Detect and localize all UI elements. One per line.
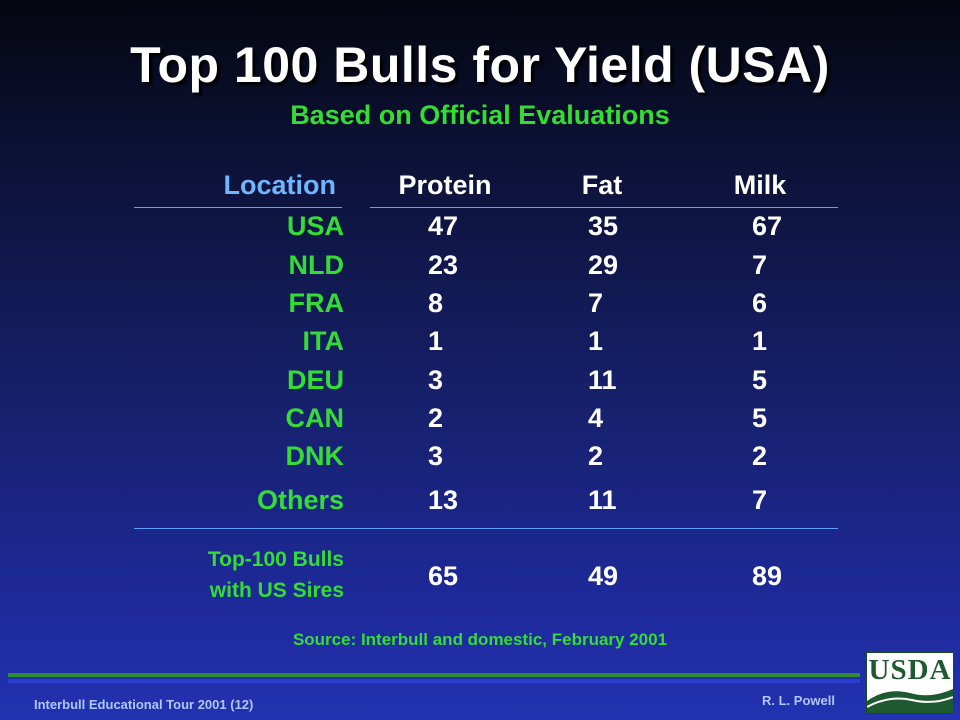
footer-left-text: Interbull Educational Tour 2001 (12) (34, 697, 254, 712)
header-protein: Protein (398, 170, 492, 200)
total-fat: 49 (588, 561, 619, 591)
total-milk: 89 (752, 561, 783, 591)
row-protein: 1 (428, 326, 444, 356)
table-row: ITA 1 1 1 (0, 326, 960, 364)
row-protein: 23 (428, 250, 459, 280)
row-location: DEU (286, 365, 344, 395)
row-fat: 2 (588, 441, 604, 471)
footer-bar-blue (8, 679, 860, 683)
row-location: USA (286, 211, 344, 241)
row-milk: 67 (752, 211, 783, 241)
table-row: DNK 3 2 2 (0, 441, 960, 479)
total-label-line1: Top-100 Bulls (207, 548, 344, 571)
row-milk: 1 (752, 326, 768, 356)
header-location: Location (223, 170, 337, 200)
footer-author: R. L. Powell (762, 693, 835, 708)
row-fat: 7 (588, 288, 604, 318)
table-row: FRA 8 7 6 (0, 288, 960, 326)
row-fat: 11 (588, 365, 617, 395)
row-fat: 35 (588, 211, 619, 241)
table-row: CAN 2 4 5 (0, 403, 960, 441)
usda-logo-hills-icon (867, 689, 953, 713)
total-protein: 65 (428, 561, 459, 591)
row-fat: 4 (588, 403, 604, 433)
slide-title: Top 100 Bulls for Yield (USA) (130, 37, 830, 93)
total-divider (134, 528, 838, 529)
row-milk: 7 (752, 250, 768, 280)
footer-bar-green (8, 673, 860, 677)
table-row: USA 47 35 67 (0, 211, 960, 249)
usda-logo-year: 2001 (932, 702, 950, 711)
usda-logo-text: USDA (868, 654, 952, 686)
usda-logo: USDA 2001 (866, 652, 954, 714)
table-row: NLD 23 29 7 (0, 250, 960, 288)
total-row: 65 49 89 (0, 561, 960, 599)
total-label-line2: with US Sires (209, 579, 344, 602)
row-milk: 5 (752, 403, 768, 433)
total-label: Top-100 Bulls with US Sires (120, 544, 344, 606)
row-fat: 1 (588, 326, 604, 356)
row-protein: 47 (428, 211, 459, 241)
row-location: ITA (302, 326, 345, 356)
row-milk: 2 (752, 441, 768, 471)
header-divider-right (370, 207, 838, 208)
row-protein: 3 (428, 441, 444, 471)
row-protein: 2 (428, 403, 444, 433)
row-location: NLD (288, 250, 345, 280)
row-fat: 29 (588, 250, 619, 280)
header-milk: Milk (733, 170, 787, 200)
others-protein: 13 (428, 485, 459, 515)
header-fat: Fat (581, 170, 623, 200)
source-note: Source: Interbull and domestic, February… (292, 630, 668, 649)
row-milk: 5 (752, 365, 768, 395)
slide-subtitle: Based on Official Evaluations (290, 100, 670, 130)
row-location: CAN (285, 403, 345, 433)
row-protein: 8 (428, 288, 444, 318)
table-row: DEU 3 11 5 (0, 365, 960, 403)
header-divider-left (134, 207, 342, 208)
row-location: DNK (285, 441, 345, 471)
others-label: Others (256, 485, 344, 515)
others-fat: 11 (588, 485, 617, 515)
row-location: FRA (288, 288, 345, 318)
others-milk: 7 (752, 485, 768, 515)
row-protein: 3 (428, 365, 444, 395)
row-milk: 6 (752, 288, 768, 318)
others-row: Others 13 11 7 (0, 485, 960, 523)
